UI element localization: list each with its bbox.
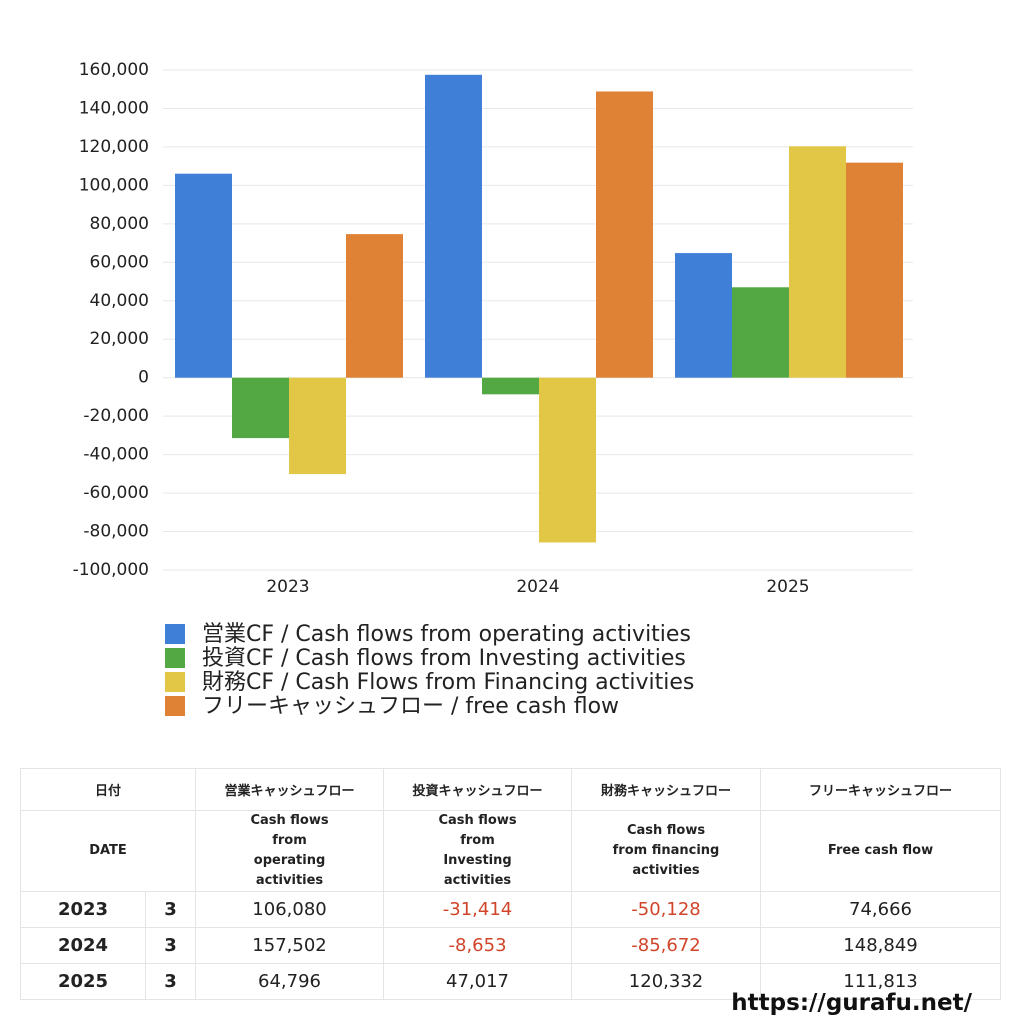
- bar: [675, 253, 732, 378]
- x-tick-label: 2023: [266, 577, 309, 597]
- table-cell: 財務キャッシュフロー: [571, 768, 762, 811]
- table-cell: 3: [144, 891, 197, 928]
- legend-text: 投資CF / Cash flows from Investing activit…: [202, 646, 686, 671]
- table-cell: Free cash flow: [760, 810, 1002, 892]
- table-cell: 2023: [20, 891, 146, 928]
- table-row: 2025 3 64,796 47,017 120,332 111,813: [20, 963, 1002, 1000]
- table-cell: 2025: [20, 963, 146, 1000]
- table-row: 2024 3 157,502 -8,653 -85,672 148,849: [20, 927, 1002, 964]
- bar: [346, 234, 403, 378]
- bar: [175, 173, 232, 378]
- y-tick-label: -80,000: [83, 522, 149, 542]
- y-tick-label: 80,000: [90, 214, 149, 234]
- table-cell: 148,849: [760, 927, 1002, 964]
- y-tick-label: -100,000: [73, 560, 149, 580]
- x-tick-label: 2025: [766, 577, 809, 597]
- y-tick-label: 40,000: [90, 291, 149, 311]
- table-cell: 64,796: [195, 963, 385, 1000]
- bar: [539, 377, 596, 543]
- table-cell: 120,332: [571, 963, 762, 1000]
- table-cell: フリーキャッシュフロー: [760, 768, 1002, 811]
- y-tick-label: 100,000: [79, 175, 149, 195]
- legend-swatch: [165, 672, 185, 692]
- bar: [596, 91, 653, 378]
- chart: -100,000 -80,000 -60,000 -40,000 -20,000 0 20,…: [73, 60, 913, 719]
- table-row: 日付 営業キャッシュフロー 投資キャッシュフロー 財務キャッシュフロー フリーキャッシュ…: [19, 768, 1002, 811]
- table-cell: -8,653: [383, 927, 573, 964]
- y-tick-label: 60,000: [90, 252, 149, 272]
- table-cell: -31,414: [383, 891, 573, 928]
- y-tick-label: -20,000: [83, 406, 149, 426]
- table-row: 2023 3 106,080 -31,414 -50,128 74,666: [20, 891, 1002, 928]
- legend-swatch: [165, 696, 185, 716]
- legend-text: 営業CF / Cash flows from operating activit…: [202, 622, 691, 647]
- bar: [232, 377, 289, 439]
- table-cell: 3: [144, 963, 197, 1000]
- y-tick-label: 0: [138, 368, 149, 388]
- legend-text: フリーキャッシュフロー / free cash flow: [202, 694, 619, 719]
- table-cell: DATE: [19, 810, 197, 892]
- bar: [482, 377, 539, 395]
- table-cell: 営業キャッシュフロー: [195, 768, 385, 811]
- table-cell: 47,017: [383, 963, 573, 1000]
- y-tick-label: 140,000: [79, 98, 149, 118]
- table-cell: -50,128: [571, 891, 762, 928]
- footer-url: https://gurafu.net/: [731, 990, 972, 1016]
- legend-swatch: [165, 624, 185, 644]
- bar: [425, 74, 482, 378]
- bar: [732, 287, 789, 378]
- y-tick-label: -40,000: [83, 445, 149, 465]
- legend-text: 財務CF / Cash Flows from Financing activit…: [202, 670, 694, 695]
- table-cell: -85,672: [571, 927, 762, 964]
- x-tick-label: 2024: [516, 577, 559, 597]
- y-tick-label: 20,000: [90, 329, 149, 349]
- table-cell: 投資キャッシュフロー: [383, 768, 573, 811]
- table-cell: 111,813: [760, 963, 1002, 1000]
- legend-swatch: [165, 648, 185, 668]
- bar: [289, 377, 346, 475]
- table-cell: Cash flows from Investing activities: [383, 810, 573, 892]
- table-cell: 157,502: [195, 927, 385, 964]
- table-cell: Cash flows from financing activities: [571, 810, 762, 892]
- data-table: 日付 営業キャッシュフロー 投資キャッシュフロー 財務キャッシュフロー フリーキャッシュ…: [19, 768, 1002, 1000]
- y-tick-label: 120,000: [79, 137, 149, 157]
- table-cell: 3: [144, 927, 197, 964]
- table-cell: 2024: [20, 927, 146, 964]
- table-cell: 74,666: [760, 891, 1002, 928]
- table-cell: 日付: [19, 768, 197, 811]
- y-tick-label: 160,000: [79, 60, 149, 80]
- table-cell: Cash flows from operating activities: [195, 810, 385, 892]
- table-cell: 106,080: [195, 891, 385, 928]
- bar: [846, 162, 903, 378]
- table-row: DATE Cash flows from operating activities…: [19, 810, 1002, 892]
- y-tick-label: -60,000: [83, 483, 149, 503]
- bar: [789, 146, 846, 378]
